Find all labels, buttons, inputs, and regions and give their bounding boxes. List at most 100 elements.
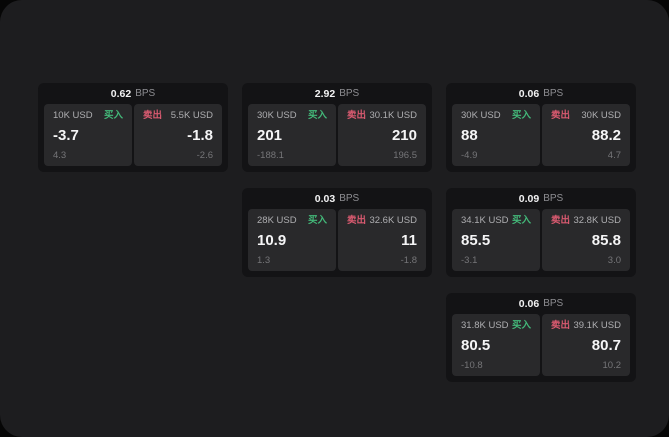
card-body: 10K USD 买入 -3.7 4.3 卖出 5.5K USD -1.8 -2.… [38, 104, 228, 172]
quote-card: 0.06 BPS 30K USD 买入 88 -4.9 卖出 30K USD [446, 83, 636, 172]
sell-sub-value: -2.6 [196, 149, 213, 161]
buy-tag: 买入 [103, 110, 123, 121]
sell-panel[interactable]: 卖出 39.1K USD 80.7 10.2 [542, 314, 630, 376]
buy-toprow: 30K USD 买入 [257, 111, 327, 121]
sell-tag: 卖出 [347, 110, 367, 121]
buy-tag: 买入 [511, 320, 531, 331]
sell-toprow: 卖出 30.1K USD [347, 111, 417, 121]
card-body: 34.1K USD 买入 85.5 -3.1 卖出 32.8K USD 85.8… [446, 209, 636, 277]
buy-tag: 买入 [511, 110, 531, 121]
bps-value: 2.92 [314, 87, 336, 100]
buy-sub-value: -3.1 [461, 254, 478, 266]
sell-panel[interactable]: 卖出 32.8K USD 85.8 3.0 [542, 209, 630, 271]
buy-amount: 30K USD [257, 110, 297, 121]
buy-panel[interactable]: 10K USD 买入 -3.7 4.3 [44, 104, 132, 166]
sell-amount: 5.5K USD [170, 110, 213, 121]
sell-tag: 卖出 [551, 215, 571, 226]
sell-sub-value: -1.8 [400, 254, 417, 266]
buy-tag: 买入 [307, 215, 327, 226]
bps-header: 0.06 BPS [446, 83, 636, 104]
buy-price: 85.5 [461, 232, 491, 249]
sell-toprow: 卖出 32.6K USD [347, 216, 417, 226]
buy-amount: 10K USD [53, 110, 93, 121]
sell-sub-value: 196.5 [393, 149, 417, 161]
card-body: 31.8K USD 买入 80.5 -10.8 卖出 39.1K USD 80.… [446, 314, 636, 382]
buy-sub-value: 4.3 [53, 149, 67, 161]
bps-value: 0.06 [518, 87, 540, 100]
sell-panel[interactable]: 卖出 5.5K USD -1.8 -2.6 [134, 104, 222, 166]
sell-price: 88.2 [591, 127, 621, 144]
sell-panel[interactable]: 卖出 30.1K USD 210 196.5 [338, 104, 426, 166]
sell-tag: 卖出 [551, 320, 571, 331]
buy-price: -3.7 [53, 127, 79, 144]
buy-panel[interactable]: 30K USD 买入 201 -188.1 [248, 104, 336, 166]
buy-amount: 34.1K USD [461, 215, 509, 226]
card-body: 30K USD 买入 201 -188.1 卖出 30.1K USD 210 1… [242, 104, 432, 172]
buy-panel[interactable]: 28K USD 买入 10.9 1.3 [248, 209, 336, 271]
bps-value: 0.09 [518, 192, 540, 205]
buy-tag: 买入 [307, 110, 327, 121]
sell-toprow: 卖出 39.1K USD [551, 321, 621, 331]
bps-unit-label: BPS [339, 193, 360, 204]
card-body: 30K USD 买入 88 -4.9 卖出 30K USD 88.2 4.7 [446, 104, 636, 172]
bps-value: 0.06 [518, 297, 540, 310]
buy-price: 88 [461, 127, 478, 144]
quote-card: 0.03 BPS 28K USD 买入 10.9 1.3 卖出 32.6K US… [242, 188, 432, 277]
bps-header: 0.09 BPS [446, 188, 636, 209]
sell-amount: 30.1K USD [369, 110, 417, 121]
bps-unit-label: BPS [543, 298, 564, 309]
bps-unit-label: BPS [135, 88, 156, 99]
sell-sub-value: 3.0 [607, 254, 621, 266]
buy-price: 10.9 [257, 232, 287, 249]
sell-toprow: 卖出 5.5K USD [143, 111, 213, 121]
bps-unit-label: BPS [543, 193, 564, 204]
bps-value: 0.62 [110, 87, 132, 100]
sell-tag: 卖出 [347, 215, 367, 226]
sell-amount: 39.1K USD [573, 320, 621, 331]
buy-sub-value: -188.1 [257, 149, 284, 161]
quote-grid: 0.62 BPS 10K USD 买入 -3.7 4.3 卖出 5.5K USD [38, 83, 636, 382]
quote-card: 2.92 BPS 30K USD 买入 201 -188.1 卖出 30.1K … [242, 83, 432, 172]
quote-card: 0.62 BPS 10K USD 买入 -3.7 4.3 卖出 5.5K USD [38, 83, 228, 172]
buy-tag: 买入 [511, 215, 531, 226]
sell-price: 80.7 [591, 337, 621, 354]
sell-panel[interactable]: 卖出 32.6K USD 11 -1.8 [338, 209, 426, 271]
buy-panel[interactable]: 34.1K USD 买入 85.5 -3.1 [452, 209, 540, 271]
buy-price: 201 [257, 127, 283, 144]
buy-toprow: 34.1K USD 买入 [461, 216, 531, 226]
sell-sub-value: 10.2 [602, 359, 622, 371]
sell-amount: 30K USD [581, 110, 621, 121]
buy-panel[interactable]: 30K USD 买入 88 -4.9 [452, 104, 540, 166]
buy-panel[interactable]: 31.8K USD 买入 80.5 -10.8 [452, 314, 540, 376]
sell-price: 210 [391, 127, 417, 144]
buy-sub-value: -10.8 [461, 359, 483, 371]
bps-header: 0.03 BPS [242, 188, 432, 209]
bps-unit-label: BPS [543, 88, 564, 99]
sell-price: 85.8 [591, 232, 621, 249]
buy-sub-value: -4.9 [461, 149, 478, 161]
bps-header: 0.62 BPS [38, 83, 228, 104]
bps-header: 2.92 BPS [242, 83, 432, 104]
buy-toprow: 31.8K USD 买入 [461, 321, 531, 331]
bps-header: 0.06 BPS [446, 293, 636, 314]
sell-tag: 卖出 [551, 110, 571, 121]
card-body: 28K USD 买入 10.9 1.3 卖出 32.6K USD 11 -1.8 [242, 209, 432, 277]
sell-sub-value: 4.7 [607, 149, 621, 161]
buy-toprow: 28K USD 买入 [257, 216, 327, 226]
buy-amount: 31.8K USD [461, 320, 509, 331]
buy-amount: 30K USD [461, 110, 501, 121]
sell-amount: 32.8K USD [573, 215, 621, 226]
sell-toprow: 卖出 30K USD [551, 111, 621, 121]
sell-tag: 卖出 [143, 110, 163, 121]
sell-price: 11 [401, 232, 417, 249]
sell-amount: 32.6K USD [369, 215, 417, 226]
buy-amount: 28K USD [257, 215, 297, 226]
bps-value: 0.03 [314, 192, 336, 205]
sell-toprow: 卖出 32.8K USD [551, 216, 621, 226]
sell-panel[interactable]: 卖出 30K USD 88.2 4.7 [542, 104, 630, 166]
buy-price: 80.5 [461, 337, 491, 354]
buy-toprow: 10K USD 买入 [53, 111, 123, 121]
buy-sub-value: 1.3 [257, 254, 271, 266]
bps-unit-label: BPS [339, 88, 360, 99]
